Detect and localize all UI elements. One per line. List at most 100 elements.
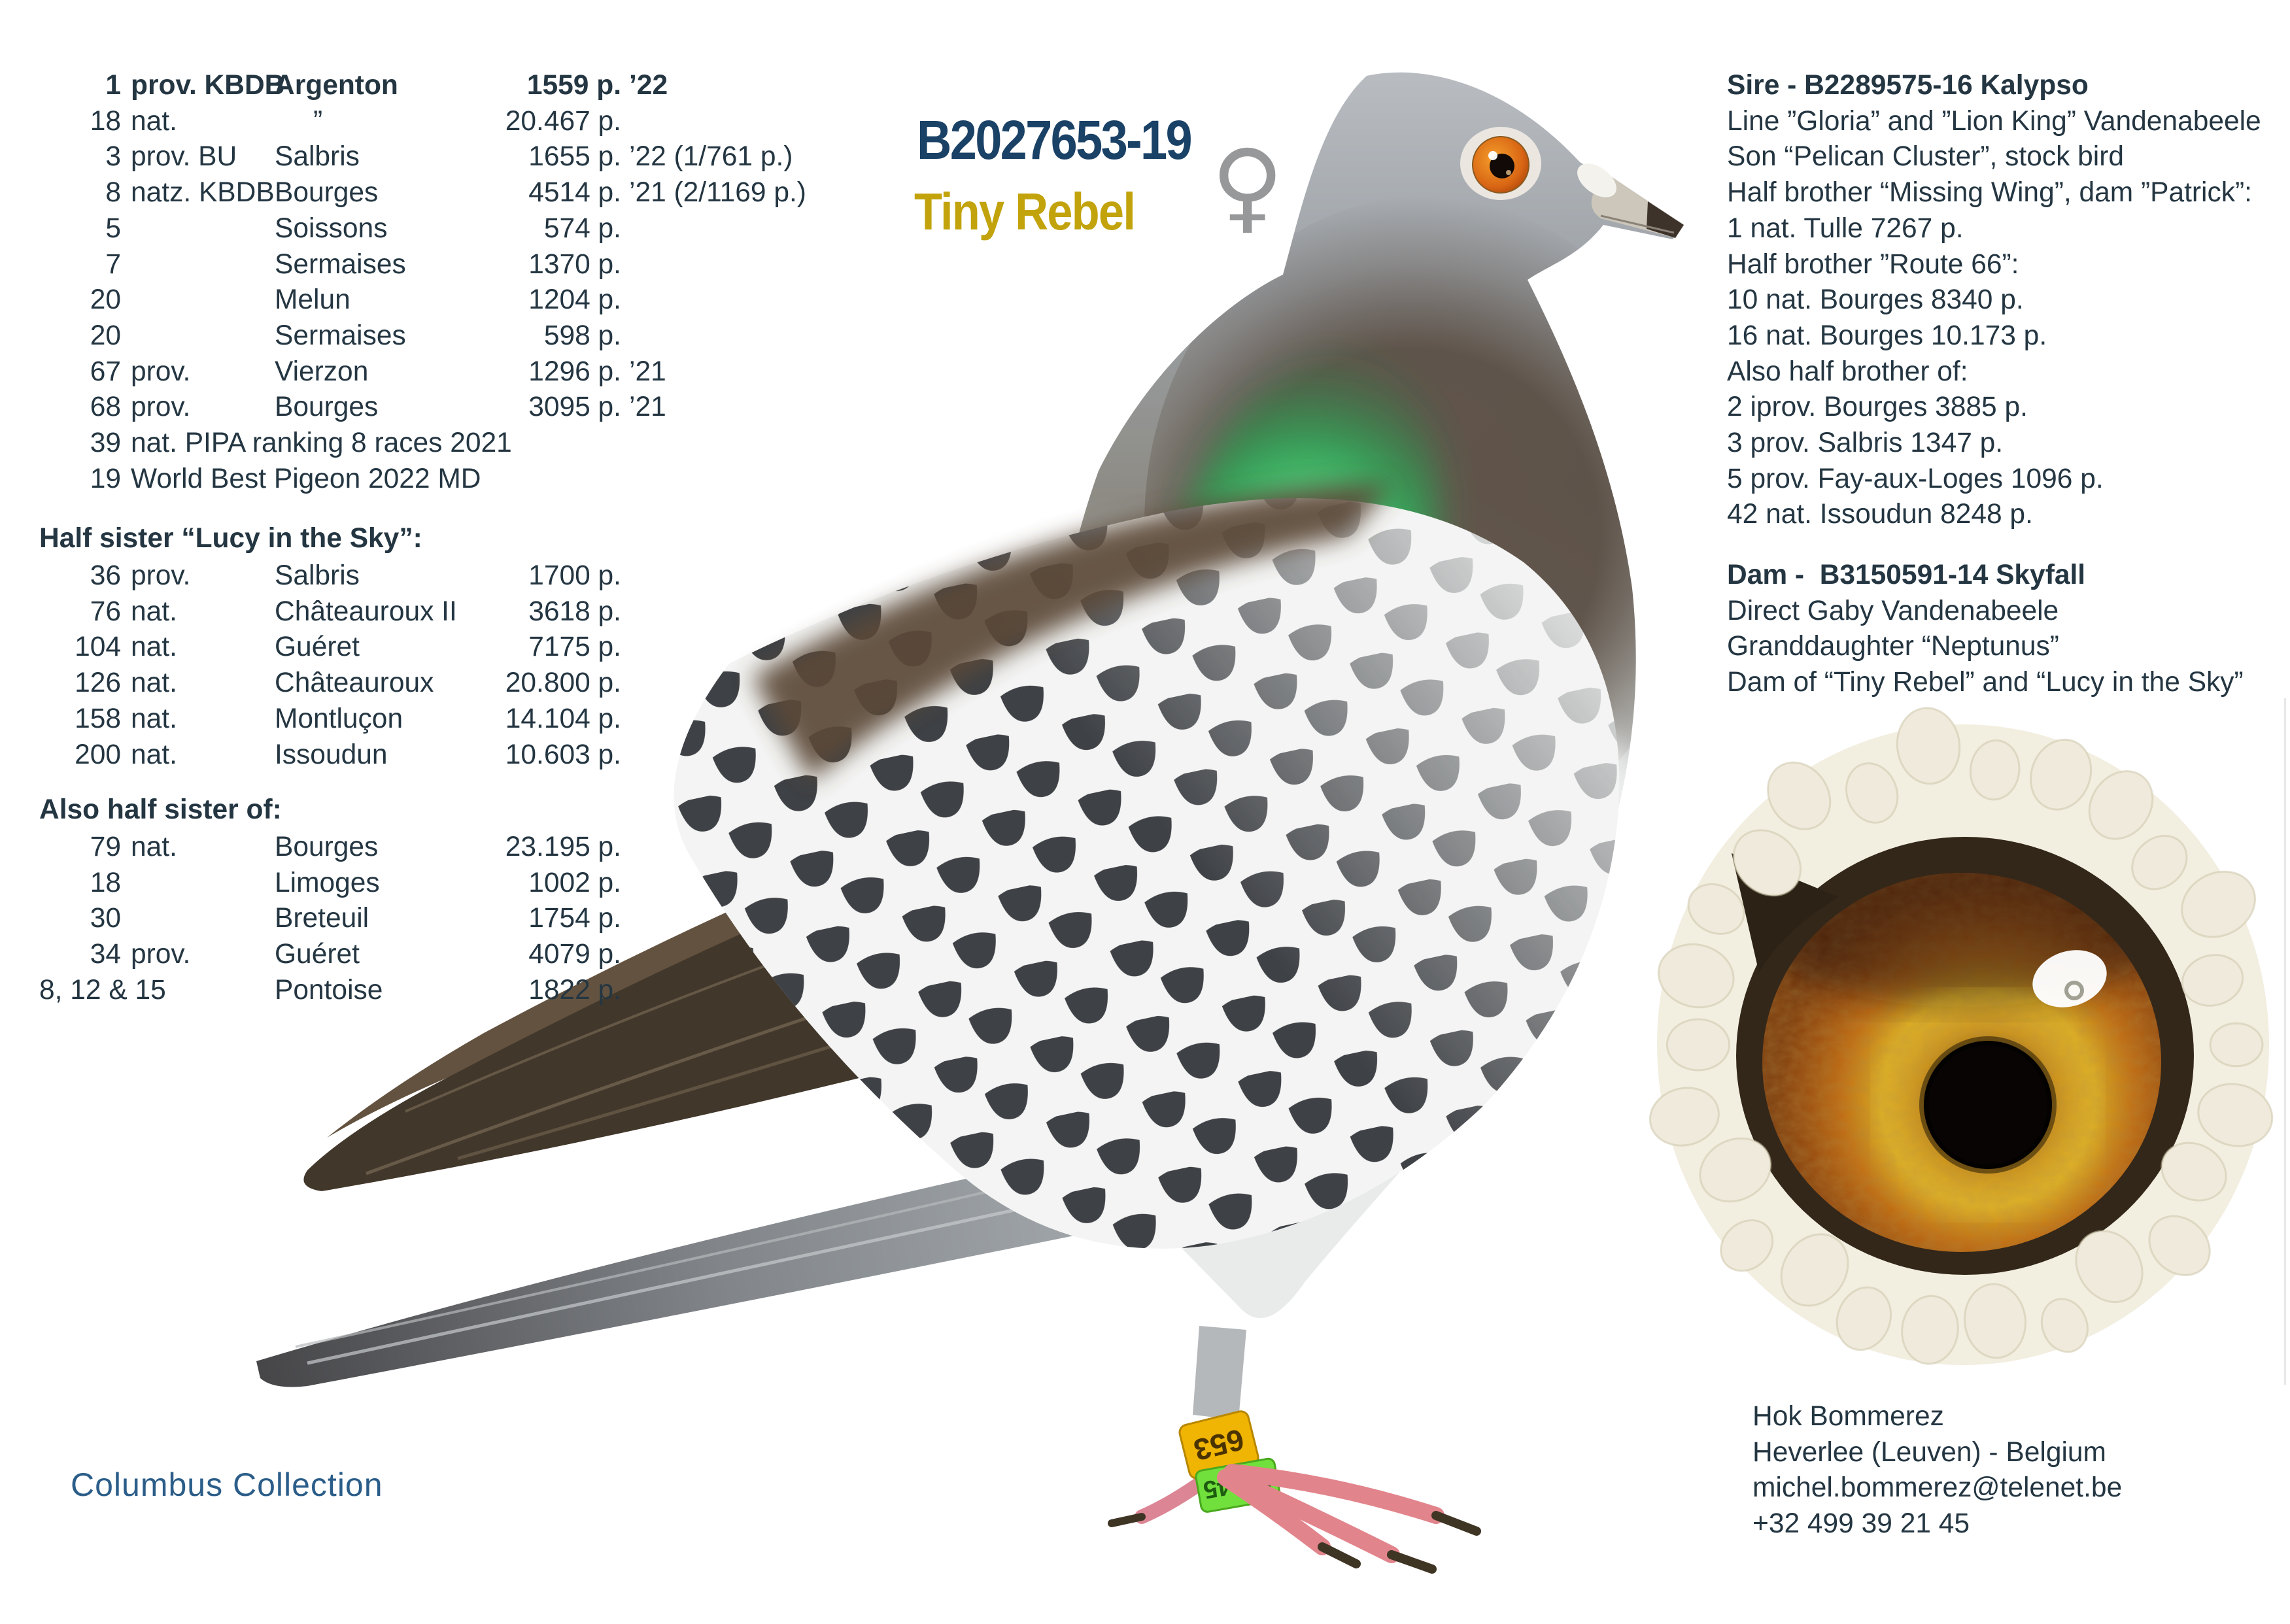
result-race: Guéret	[275, 632, 360, 663]
result-row: 18 Limoges 1002 p.	[39, 866, 629, 902]
pigeon-leg	[1193, 1326, 1246, 1420]
result-suffix: ’21	[629, 356, 666, 387]
text-line: 1 nat. Tulle 7267 p.	[1727, 212, 1964, 244]
result-qual	[121, 866, 275, 902]
result-rank: 68	[90, 392, 121, 423]
text-line: Dam of “Tiny Rebel” and “Lucy in the Sky…	[1727, 667, 2244, 698]
result-qual	[121, 211, 275, 247]
result-row: 79 nat. Bourges 23.195 p.	[39, 830, 629, 866]
result-score: 1296 p.	[528, 356, 621, 387]
race-results-main: 1 prov. KBDB Argenton 1559 p. ’22 18 nat. ” 20.…	[39, 68, 806, 497]
result-row: 39 nat. PIPA ranking 8 races 2021	[39, 426, 806, 462]
eye-cere-bumps	[1649, 707, 2274, 1365]
result-suffix	[621, 830, 629, 866]
result-rank: 39	[90, 428, 121, 459]
text-line: 2 iprov. Bourges 3885 p.	[1727, 392, 2028, 423]
result-qual	[121, 901, 275, 937]
result-suffix	[621, 211, 806, 247]
brand-footer: Columbus Collection	[71, 1466, 383, 1503]
result-qual: nat.	[131, 739, 177, 770]
result-qual: nat.	[131, 703, 177, 734]
result-score: 574 p.	[543, 212, 621, 244]
text-line: +32 499 39 21 45	[1752, 1508, 1970, 1540]
result-score: 4514 p.	[528, 177, 621, 209]
result-suffix: ’22 (1/761 p.)	[629, 141, 793, 173]
result-score: 7175 p.	[528, 632, 621, 663]
result-row: 158 nat. Montluçon 14.104 p.	[39, 702, 629, 737]
result-qual: prov.	[131, 356, 191, 387]
result-row: 30 Breteuil 1754 p.	[39, 901, 629, 937]
result-row: 20 Melun 1204 p.	[39, 282, 806, 318]
result-race: Guéret	[275, 939, 360, 970]
result-score: 1822 p.	[528, 974, 621, 1006]
result-row: 8, 12 & 15 Pontoise 1822 p.	[39, 973, 629, 1009]
result-qual: nat.	[131, 596, 177, 627]
text-line: Direct Gaby Vandenabeele	[1727, 595, 2059, 626]
result-qual: nat.	[131, 105, 177, 137]
text-line: Also half brother of:	[1727, 356, 1968, 387]
result-score: 20.800 p.	[505, 668, 621, 699]
result-qual	[121, 247, 275, 283]
result-rank: 20	[90, 320, 121, 351]
result-race: Argenton	[275, 70, 398, 101]
result-rank: 126	[75, 668, 121, 699]
result-score: 4079 p.	[528, 939, 621, 970]
eye-highlight	[2032, 950, 2107, 1007]
result-score: 1655 p.	[528, 141, 621, 173]
result-qual	[121, 282, 275, 318]
result-rank: 8	[105, 177, 121, 209]
result-qual: prov.	[131, 560, 191, 591]
result-race: Montluçon	[275, 703, 403, 734]
result-suffix	[621, 702, 629, 737]
result-qual	[121, 973, 275, 1009]
pigeon-wattle	[1577, 163, 1616, 197]
result-suffix: ’21 (2/1169 p.)	[629, 177, 806, 209]
result-row: 76 nat. Châteauroux II 3618 p.	[39, 594, 629, 630]
result-suffix	[621, 666, 629, 702]
result-score: 1370 p.	[528, 248, 621, 280]
result-row: 1 prov. KBDB Argenton 1559 p. ’22	[39, 68, 806, 104]
dam-lines: Direct Gaby Vandenabeele Granddaughter “N…	[1727, 594, 2244, 701]
pigeon-wing-shield	[674, 484, 1620, 1249]
result-suffix	[621, 737, 629, 773]
result-score: 1700 p.	[528, 560, 621, 591]
result-score: 10.603 p.	[505, 739, 621, 770]
sire-title: Sire - B2289575-16 Kalypso	[1727, 70, 2089, 101]
result-score: 1002 p.	[528, 867, 621, 898]
result-race: Breteuil	[275, 903, 369, 934]
result-race: Sermaises	[275, 248, 406, 280]
result-race: Salbris	[275, 141, 360, 173]
result-row: 3 prov. BU Salbris 1655 p. ’22 (1/761 p.)	[39, 139, 806, 175]
pigeon-photo: 653 82145	[256, 72, 1684, 1574]
result-rank: 104	[75, 632, 121, 663]
result-row: 19 World Best Pigeon 2022 MD	[39, 462, 806, 498]
result-qual: nat.	[131, 832, 177, 862]
result-score: 1754 p.	[528, 903, 621, 934]
female-symbol-icon: ♀	[1211, 128, 1284, 244]
pigeon-head	[1460, 127, 1684, 238]
text-line: Half brother “Missing Wing”, dam ”Patric…	[1727, 177, 2252, 209]
result-rank: 18	[90, 105, 121, 137]
text-line: Son “Pelican Cluster”, stock bird	[1727, 141, 2125, 173]
result-rank: 1	[105, 70, 121, 101]
result-race: Châteauroux II	[275, 596, 457, 627]
pigeon-rump	[752, 484, 1393, 781]
result-race: Châteauroux	[275, 668, 434, 699]
result-rank: 36	[90, 560, 121, 591]
result-race: Pontoise	[275, 974, 383, 1006]
result-row: 7 Sermaises 1370 p.	[39, 247, 806, 283]
half-sister-header: Half sister “Lucy in the Sky”:	[39, 523, 422, 554]
result-race: Melun	[275, 284, 350, 316]
result-rank: 7	[105, 248, 121, 280]
result-rank: 76	[90, 596, 121, 627]
result-rank: 200	[75, 739, 121, 770]
result-row: 104 nat. Guéret 7175 p.	[39, 630, 629, 666]
result-suffix	[621, 866, 629, 902]
result-suffix: ’22	[629, 70, 668, 101]
result-rank: 5	[105, 212, 121, 244]
result-qual: prov. KBDB	[131, 70, 285, 101]
result-qual: natz. KBDB	[131, 177, 275, 209]
result-rank: 8, 12 & 15	[39, 974, 166, 1006]
